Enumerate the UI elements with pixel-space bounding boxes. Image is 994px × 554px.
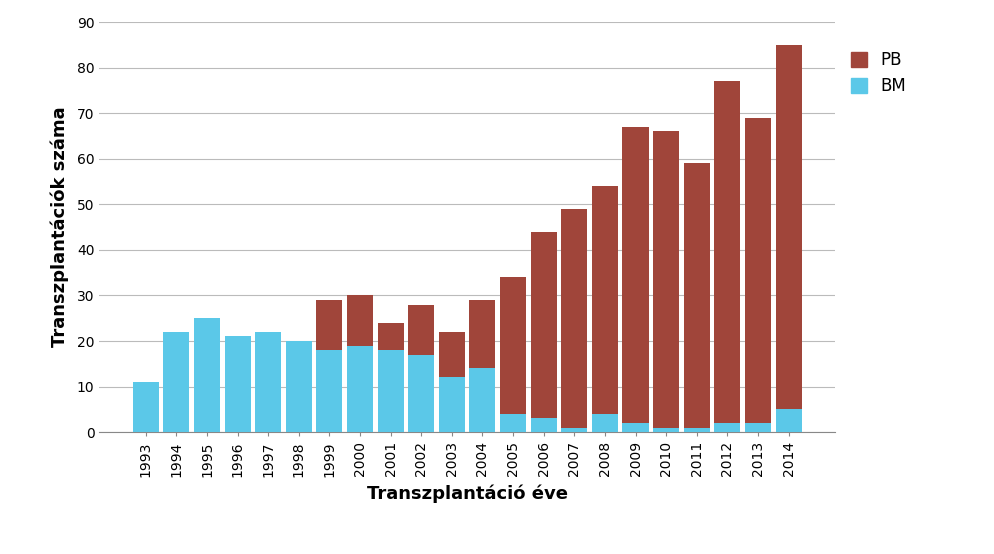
Bar bbox=[255, 332, 281, 432]
Bar bbox=[439, 377, 465, 432]
Bar bbox=[409, 355, 434, 432]
Bar bbox=[347, 295, 373, 346]
Bar bbox=[591, 186, 618, 414]
Bar bbox=[133, 382, 159, 432]
Bar bbox=[316, 350, 343, 432]
Bar bbox=[745, 118, 771, 423]
Bar bbox=[163, 332, 190, 432]
Y-axis label: Transzplantációk száma: Transzplantációk száma bbox=[50, 107, 69, 347]
Bar bbox=[469, 300, 495, 368]
Bar bbox=[775, 45, 801, 409]
X-axis label: Transzplantáció éve: Transzplantáció éve bbox=[367, 485, 568, 504]
Bar bbox=[591, 414, 618, 432]
Bar bbox=[562, 209, 587, 428]
Bar bbox=[562, 428, 587, 432]
Bar bbox=[500, 414, 526, 432]
Legend: PB, BM: PB, BM bbox=[851, 51, 907, 95]
Bar bbox=[409, 305, 434, 355]
Bar bbox=[531, 232, 557, 418]
Bar bbox=[775, 409, 801, 432]
Bar bbox=[500, 277, 526, 414]
Bar bbox=[653, 428, 679, 432]
Bar bbox=[622, 127, 648, 423]
Bar bbox=[316, 300, 343, 350]
Bar bbox=[286, 341, 312, 432]
Bar bbox=[622, 423, 648, 432]
Bar bbox=[378, 350, 404, 432]
Bar bbox=[684, 428, 710, 432]
Bar bbox=[469, 368, 495, 432]
Bar bbox=[439, 332, 465, 377]
Bar bbox=[715, 81, 741, 423]
Bar bbox=[347, 346, 373, 432]
Bar bbox=[745, 423, 771, 432]
Bar bbox=[653, 131, 679, 428]
Bar bbox=[194, 318, 220, 432]
Bar bbox=[684, 163, 710, 428]
Bar bbox=[225, 336, 250, 432]
Bar bbox=[531, 418, 557, 432]
Bar bbox=[715, 423, 741, 432]
Bar bbox=[378, 323, 404, 350]
